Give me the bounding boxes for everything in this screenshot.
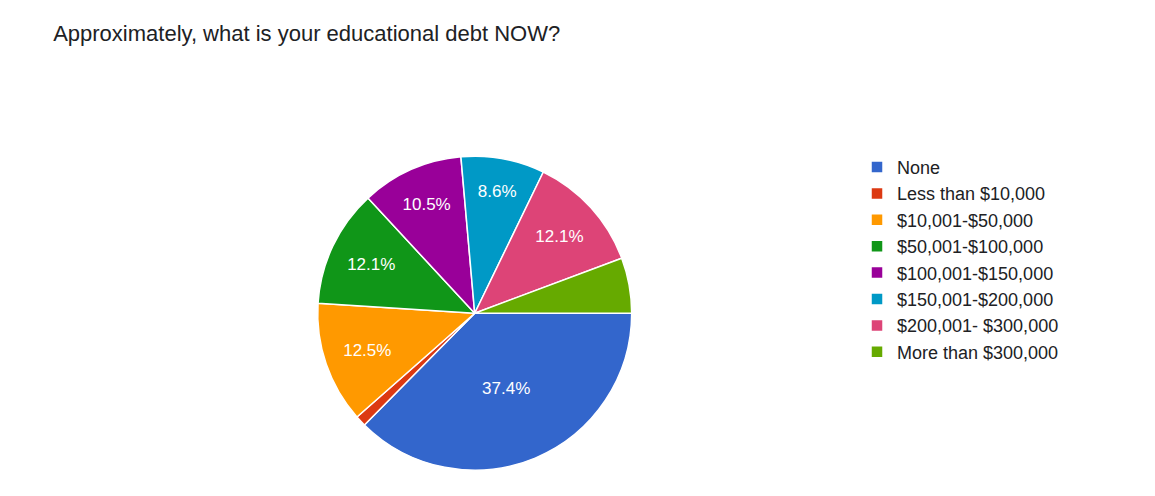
svg-text:37.4%: 37.4% <box>482 379 530 398</box>
svg-text:10.5%: 10.5% <box>402 195 450 214</box>
svg-text:12.1%: 12.1% <box>347 255 395 274</box>
svg-text:12.1%: 12.1% <box>535 227 583 246</box>
svg-text:Less than $10,000: Less than $10,000 <box>897 184 1045 204</box>
svg-text:$10,001-$50,000: $10,001-$50,000 <box>897 211 1033 231</box>
svg-text:Approximately, what is your ed: Approximately, what is your educational … <box>53 21 560 46</box>
svg-text:8.6%: 8.6% <box>478 182 517 201</box>
svg-text:$200,001- $300,000: $200,001- $300,000 <box>897 316 1058 336</box>
svg-text:More than $300,000: More than $300,000 <box>897 343 1058 363</box>
svg-text:None: None <box>897 158 940 178</box>
svg-text:12.5%: 12.5% <box>343 341 391 360</box>
svg-text:$100,001-$150,000: $100,001-$150,000 <box>897 264 1053 284</box>
svg-text:$50,001-$100,000: $50,001-$100,000 <box>897 237 1043 257</box>
svg-text:$150,001-$200,000: $150,001-$200,000 <box>897 290 1053 310</box>
